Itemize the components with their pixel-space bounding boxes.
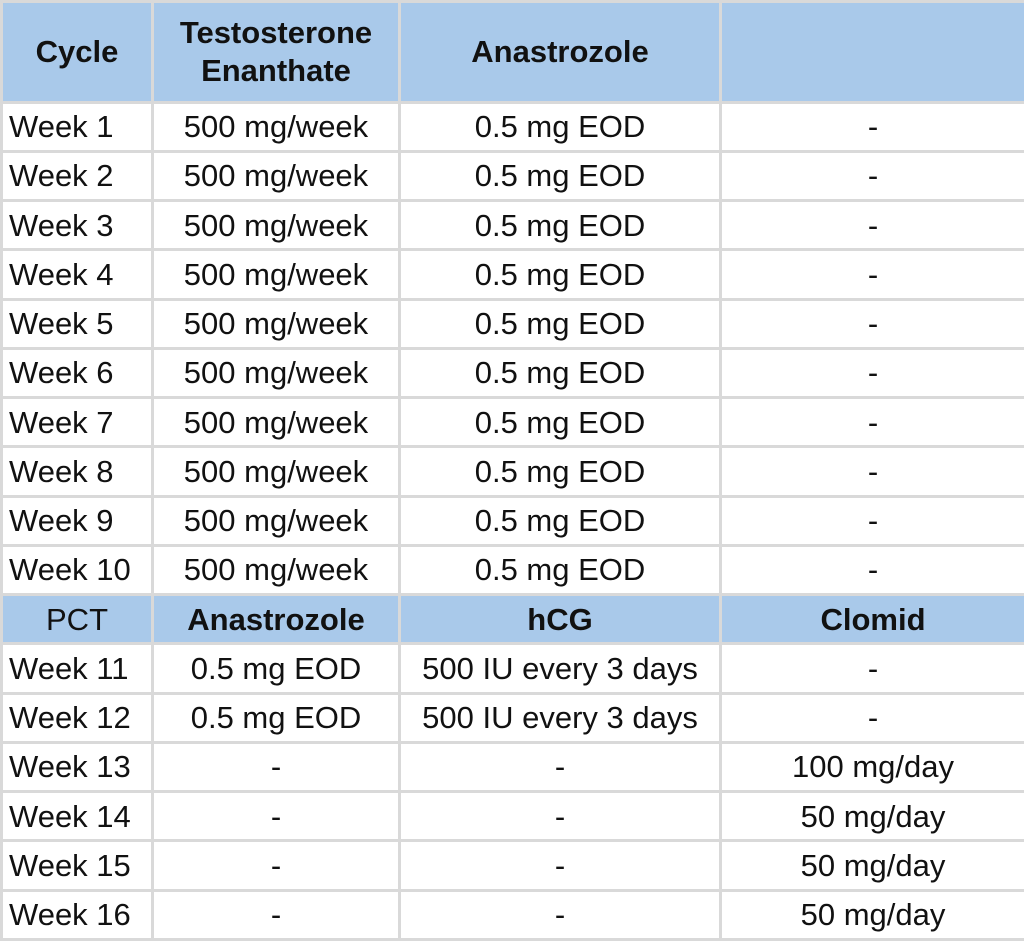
hcg-dose: - bbox=[401, 743, 719, 791]
anastrozole-dose: - bbox=[154, 793, 398, 840]
table-row: Week 4 500 mg/week 0.5 mg EOD - bbox=[3, 251, 1024, 298]
table-row: Week 14- -50 mg/day bbox=[3, 793, 1024, 840]
extra-dose: - bbox=[722, 546, 1024, 594]
extra-dose: - bbox=[722, 152, 1024, 200]
week-label: Week 8 bbox=[3, 448, 151, 495]
week-label: Week 10 bbox=[3, 546, 151, 594]
testosterone-dose: 500 mg/week bbox=[154, 546, 398, 594]
anastrozole-dose: 0.5 mg EOD bbox=[401, 546, 719, 594]
table-row: Week 16- -50 mg/day bbox=[3, 891, 1024, 938]
anastrozole-dose: 0.5 mg EOD bbox=[401, 497, 719, 544]
extra-dose: - bbox=[722, 399, 1024, 446]
pct-header-anastrozole: Anastrozole bbox=[154, 596, 398, 643]
extra-dose: - bbox=[722, 349, 1024, 397]
table-row: Week 8 500 mg/week 0.5 mg EOD - bbox=[3, 448, 1024, 495]
anastrozole-dose: 0.5 mg EOD bbox=[401, 202, 719, 249]
table-row: Week 10 500 mg/week 0.5 mg EOD - bbox=[3, 546, 1024, 594]
week-label: Week 6 bbox=[3, 349, 151, 397]
table-row: Week 2 500 mg/week 0.5 mg EOD - bbox=[3, 152, 1024, 200]
week-label: Week 7 bbox=[3, 399, 151, 446]
anastrozole-dose: 0.5 mg EOD bbox=[401, 251, 719, 298]
anastrozole-dose: 0.5 mg EOD bbox=[401, 399, 719, 446]
week-label: Week 1 bbox=[3, 103, 151, 150]
anastrozole-dose: 0.5 mg EOD bbox=[401, 349, 719, 397]
anastrozole-dose: 0.5 mg EOD bbox=[401, 300, 719, 347]
week-label: Week 14 bbox=[3, 793, 151, 840]
testosterone-dose: 500 mg/week bbox=[154, 349, 398, 397]
week-label: Week 15 bbox=[3, 842, 151, 889]
testosterone-dose: 500 mg/week bbox=[154, 251, 398, 298]
hcg-dose: - bbox=[401, 793, 719, 840]
table-row: Week 12 0.5 mg EOD 500 IU every 3 days - bbox=[3, 694, 1024, 741]
header-row: Cycle Testosterone Enanthate Anastrozole bbox=[3, 3, 1024, 101]
anastrozole-dose: 0.5 mg EOD bbox=[154, 694, 398, 741]
table-row: Week 1 500 mg/week 0.5 mg EOD - bbox=[3, 103, 1024, 150]
clomid-dose: 100 mg/day bbox=[722, 743, 1024, 791]
week-label: Week 9 bbox=[3, 497, 151, 544]
week-label: Week 3 bbox=[3, 202, 151, 249]
pct-header-row: PCT Anastrozole hCG Clomid bbox=[3, 596, 1024, 643]
pct-header-hcg: hCG bbox=[401, 596, 719, 643]
pct-header-clomid: Clomid bbox=[722, 596, 1024, 643]
week-label: Week 4 bbox=[3, 251, 151, 298]
table-row: Week 7 500 mg/week 0.5 mg EOD - bbox=[3, 399, 1024, 446]
clomid-dose: 50 mg/day bbox=[722, 793, 1024, 840]
clomid-dose: - bbox=[722, 645, 1024, 692]
anastrozole-dose: 0.5 mg EOD bbox=[154, 645, 398, 692]
anastrozole-dose: 0.5 mg EOD bbox=[401, 152, 719, 200]
anastrozole-dose: 0.5 mg EOD bbox=[401, 103, 719, 150]
hcg-dose: 500 IU every 3 days bbox=[401, 694, 719, 741]
table-row: Week 6 500 mg/week 0.5 mg EOD - bbox=[3, 349, 1024, 397]
testosterone-dose: 500 mg/week bbox=[154, 103, 398, 150]
extra-dose: - bbox=[722, 103, 1024, 150]
extra-dose: - bbox=[722, 448, 1024, 495]
extra-dose: - bbox=[722, 300, 1024, 347]
clomid-dose: 50 mg/day bbox=[722, 891, 1024, 938]
table-row: Week 5 500 mg/week 0.5 mg EOD - bbox=[3, 300, 1024, 347]
anastrozole-dose: - bbox=[154, 743, 398, 791]
clomid-dose: 50 mg/day bbox=[722, 842, 1024, 889]
header-cycle: Cycle bbox=[3, 3, 151, 101]
header-anastrozole: Anastrozole bbox=[401, 3, 719, 101]
hcg-dose: 500 IU every 3 days bbox=[401, 645, 719, 692]
extra-dose: - bbox=[722, 251, 1024, 298]
hcg-dose: - bbox=[401, 842, 719, 889]
testosterone-dose: 500 mg/week bbox=[154, 399, 398, 446]
week-label: Week 11 bbox=[3, 645, 151, 692]
week-label: Week 2 bbox=[3, 152, 151, 200]
week-label: Week 13 bbox=[3, 743, 151, 791]
testosterone-dose: 500 mg/week bbox=[154, 300, 398, 347]
pct-label: PCT bbox=[3, 596, 151, 643]
header-testosterone-enanthate: Testosterone Enanthate bbox=[154, 3, 398, 101]
table-row: Week 13- -100 mg/day bbox=[3, 743, 1024, 791]
week-label: Week 12 bbox=[3, 694, 151, 741]
table-row: Week 15- -50 mg/day bbox=[3, 842, 1024, 889]
table-row: Week 9 500 mg/week 0.5 mg EOD - bbox=[3, 497, 1024, 544]
anastrozole-dose: - bbox=[154, 842, 398, 889]
extra-dose: - bbox=[722, 202, 1024, 249]
extra-dose: - bbox=[722, 497, 1024, 544]
header-empty bbox=[722, 3, 1024, 101]
clomid-dose: - bbox=[722, 694, 1024, 741]
week-label: Week 5 bbox=[3, 300, 151, 347]
testosterone-dose: 500 mg/week bbox=[154, 202, 398, 249]
week-label: Week 16 bbox=[3, 891, 151, 938]
anastrozole-dose: - bbox=[154, 891, 398, 938]
hcg-dose: - bbox=[401, 891, 719, 938]
table-row: Week 11 0.5 mg EOD 500 IU every 3 days - bbox=[3, 645, 1024, 692]
testosterone-dose: 500 mg/week bbox=[154, 448, 398, 495]
table-row: Week 3 500 mg/week 0.5 mg EOD - bbox=[3, 202, 1024, 249]
anastrozole-dose: 0.5 mg EOD bbox=[401, 448, 719, 495]
testosterone-dose: 500 mg/week bbox=[154, 152, 398, 200]
testosterone-dose: 500 mg/week bbox=[154, 497, 398, 544]
